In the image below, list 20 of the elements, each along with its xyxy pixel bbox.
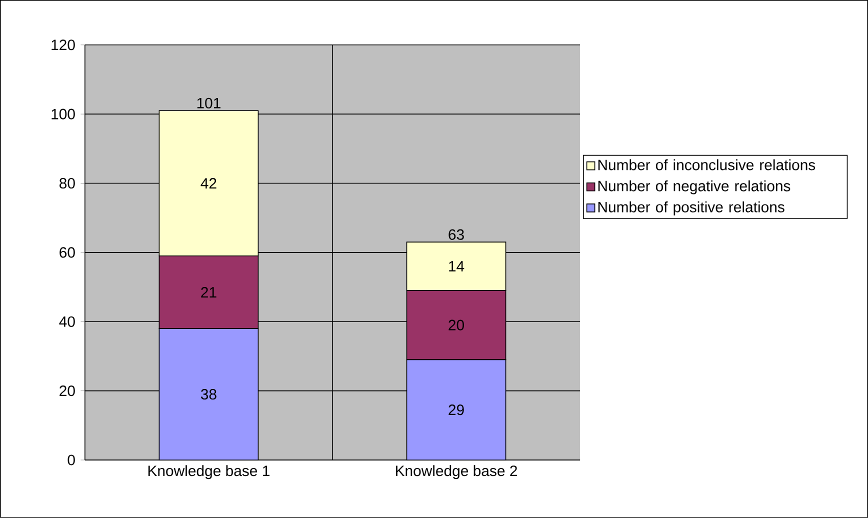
data-label: 38 [200,389,216,400]
data-label: 20 [448,320,464,330]
data-label: 29 [448,404,464,416]
x-tick-label: Knowledge base 1 [148,465,270,480]
legend-label: Number of negative relations [598,180,790,194]
data-label: 42 [200,178,216,189]
data-label: 21 [201,287,216,298]
legend-label: Number of positive relations [598,201,784,216]
total-label: 63 [448,229,464,240]
y-tick-label: 40 [59,316,75,327]
y-tick-label: 80 [60,178,75,189]
y-tick-label: 60 [60,247,75,258]
y-tick-label: 20 [60,386,75,396]
total-label: 101 [197,98,220,108]
y-tick-label: 100 [52,108,75,120]
x-tick-label: Knowledge base 2 [396,465,517,480]
legend-label: Number of inconclusive relations [598,159,816,170]
y-tick-label: 0 [68,454,75,466]
y-tick-label: 120 [52,40,75,50]
data-label: 14 [449,261,464,272]
